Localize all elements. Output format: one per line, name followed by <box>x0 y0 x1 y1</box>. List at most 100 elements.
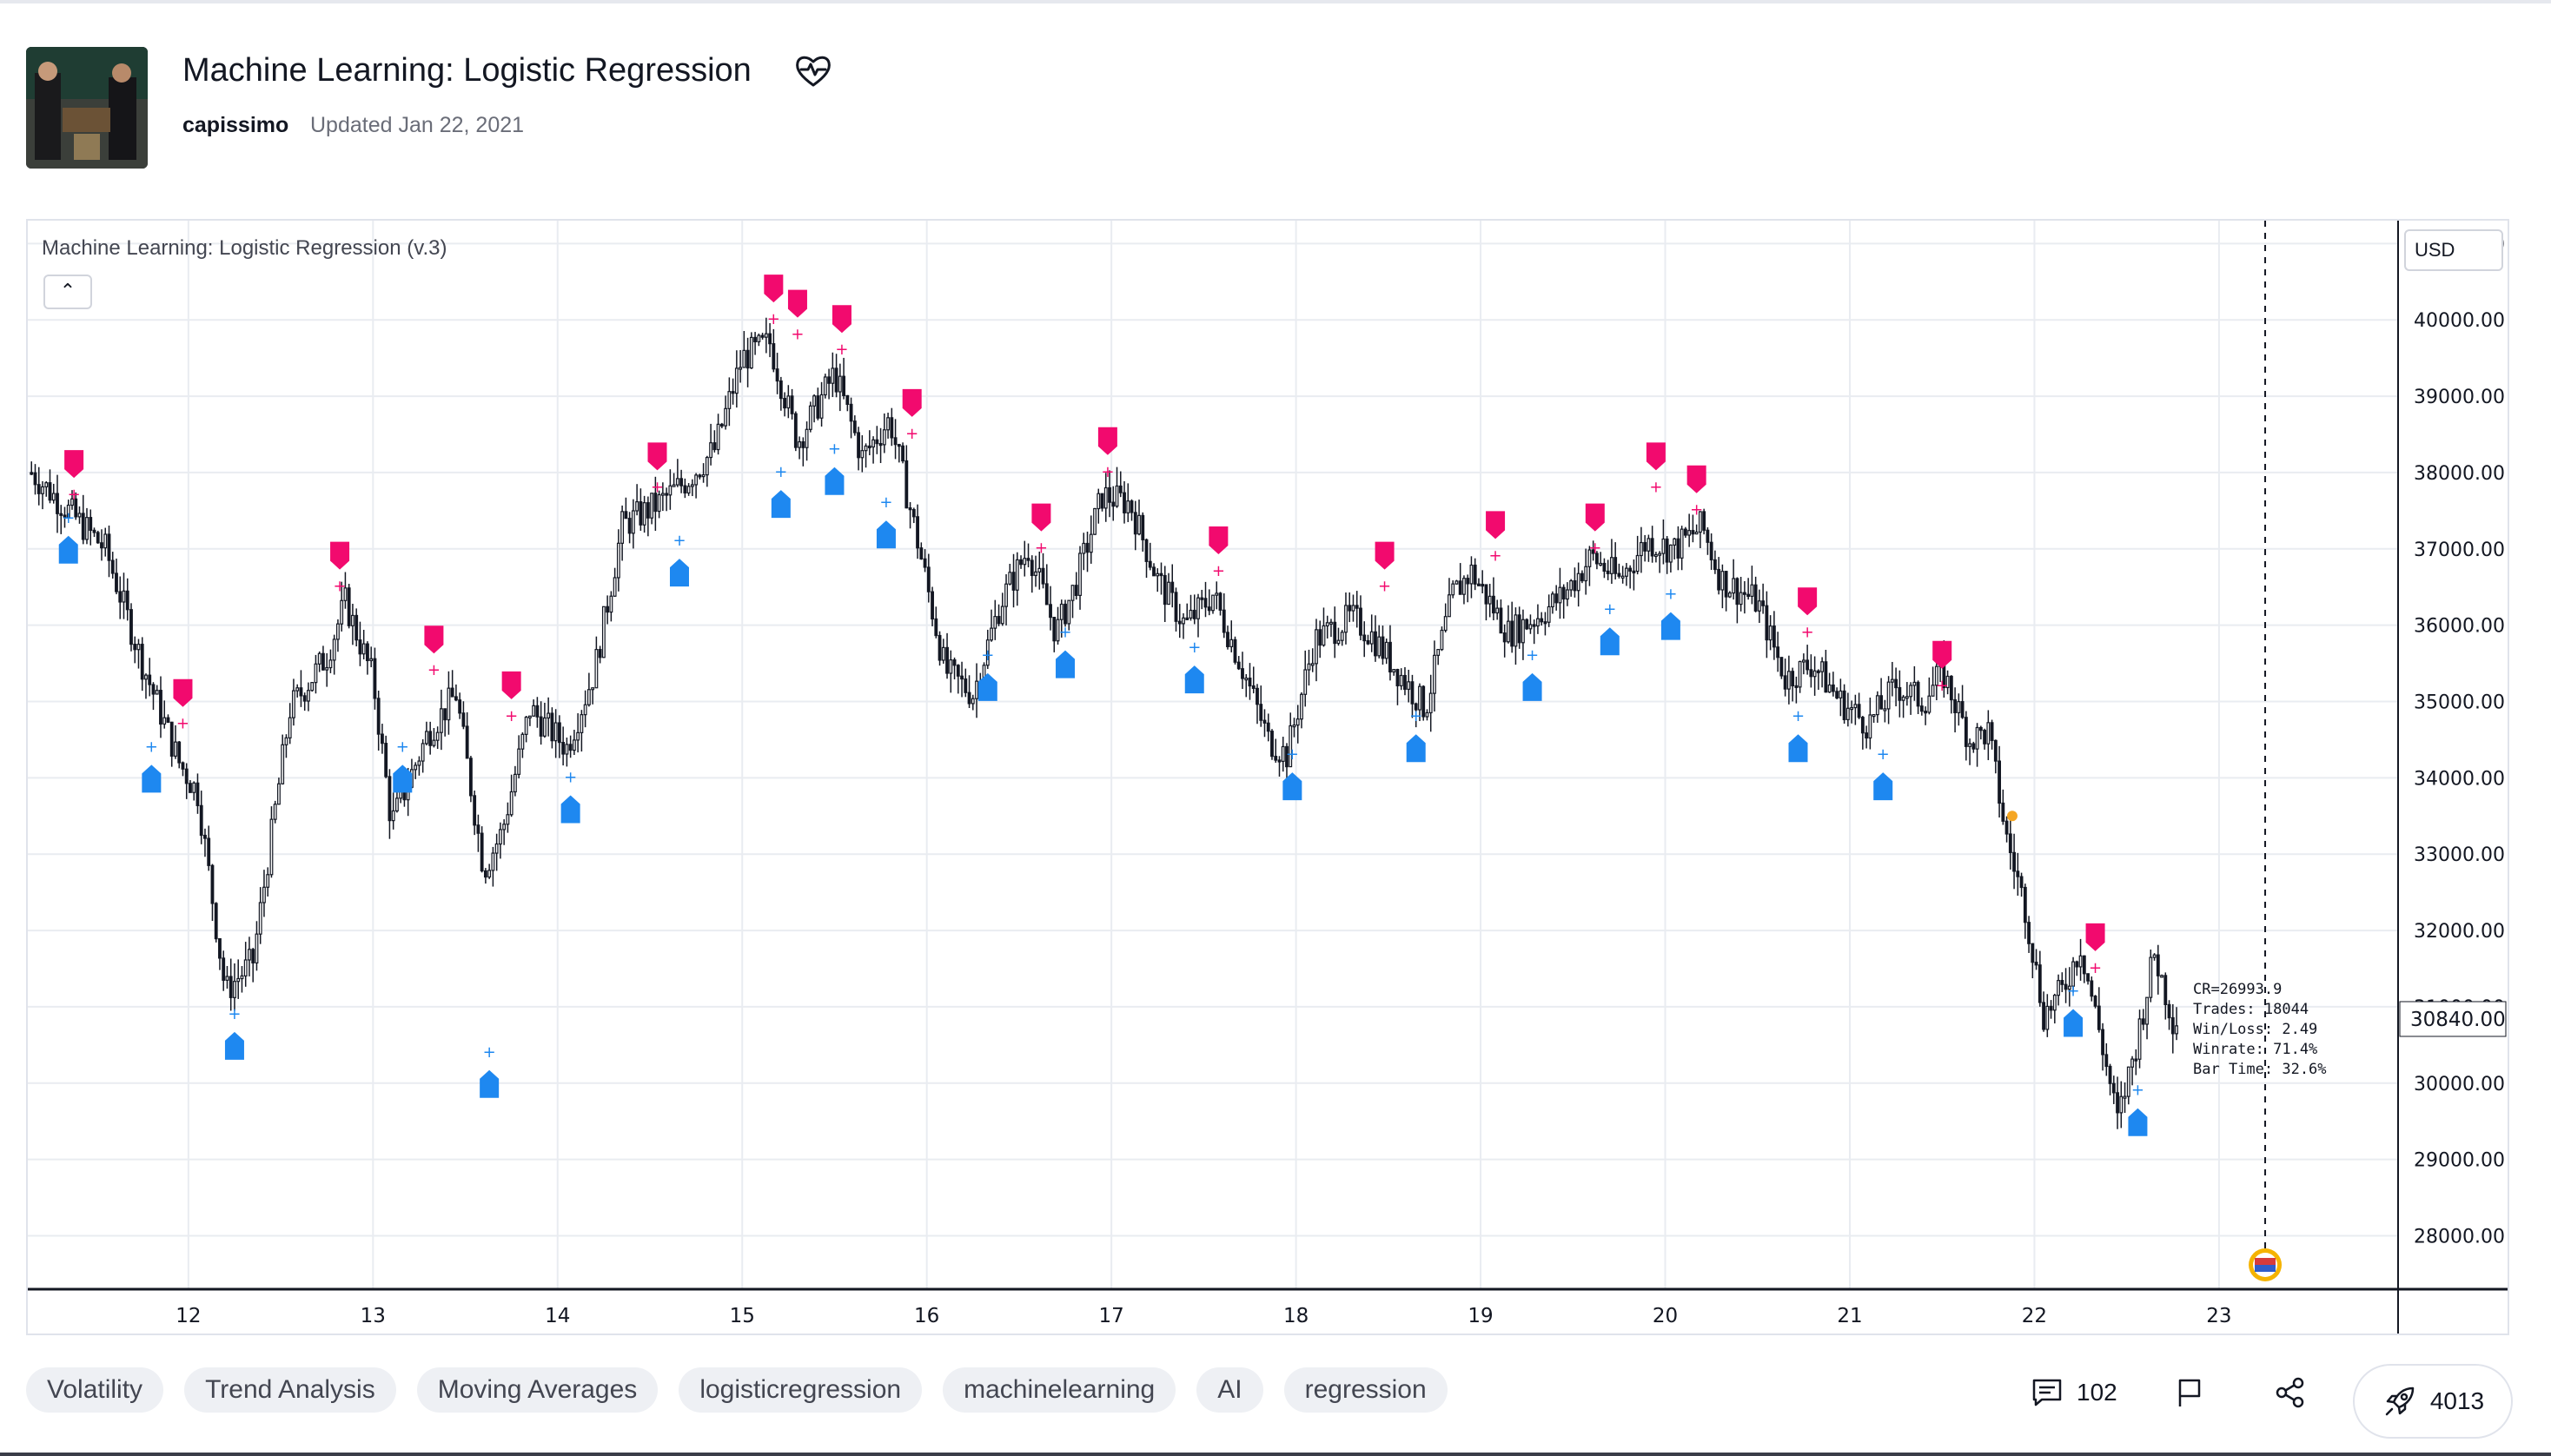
collapse-button[interactable]: ⌃ <box>43 275 92 309</box>
author-name[interactable]: capissimo <box>182 113 289 137</box>
candle-up <box>1315 629 1318 665</box>
candle-up <box>1536 618 1540 627</box>
candle-down <box>1865 732 1869 739</box>
candle-up <box>439 708 443 733</box>
share-button[interactable] <box>2273 1371 2308 1414</box>
candle-up <box>2137 1018 2142 1060</box>
candle-up <box>1798 660 1802 688</box>
candle-down <box>96 532 100 544</box>
comments-button[interactable]: 102 <box>2030 1371 2117 1414</box>
candle-up <box>1023 558 1027 566</box>
buy-signal-marker <box>825 467 845 495</box>
price-chart[interactable]: + + + + + + + + + + + + + + + + + + + + + + + + + + + + + + + + + + + + + + + +… <box>26 219 2509 1335</box>
candle-up <box>44 482 49 487</box>
candle-up <box>1912 681 1917 686</box>
candle-up <box>1850 706 1854 711</box>
candle-up <box>642 502 646 526</box>
sell-cross-marker: + <box>791 326 804 344</box>
candle-down <box>842 375 845 397</box>
candle-down <box>302 695 307 702</box>
candle-down <box>1333 621 1337 645</box>
candle-down <box>867 445 871 449</box>
candle-down <box>2134 1058 2138 1062</box>
candle-up <box>414 764 418 771</box>
candle-down <box>956 665 960 677</box>
candle-up <box>838 375 842 393</box>
updated-date: Updated Jan 22, 2021 <box>310 113 525 137</box>
sell-signal-marker <box>64 450 84 479</box>
candle-up <box>66 504 70 518</box>
candle-down <box>2012 851 2016 872</box>
candle-up <box>2045 1005 2050 1030</box>
candle-up <box>1244 678 1249 681</box>
candle-up <box>1890 678 1894 683</box>
top-border <box>0 0 2551 3</box>
candle-up <box>2071 961 2075 987</box>
currency-selector[interactable]: USD <box>2404 229 2503 271</box>
tag-machinelearning[interactable]: machinelearning <box>943 1367 1176 1413</box>
candle-down <box>1983 730 1987 745</box>
candle-down <box>2031 943 2035 963</box>
candle-down <box>683 485 687 494</box>
candle-down <box>1683 528 1687 536</box>
boost-button[interactable]: 4013 <box>2353 1364 2513 1439</box>
candle-up <box>2145 996 2149 1025</box>
candle-up <box>1658 553 1662 556</box>
tag-regression[interactable]: regression <box>1283 1367 1448 1413</box>
price-tick-label: 32000.00 <box>2414 921 2505 943</box>
candle-down <box>1779 657 1784 677</box>
price-tick-label: 36000.00 <box>2414 616 2505 638</box>
candle-down <box>1949 675 1953 701</box>
candle-down <box>476 824 480 834</box>
buy-cross-marker: + <box>828 440 841 459</box>
buy-cross-marker: + <box>673 532 686 550</box>
candle-up <box>1750 584 1754 598</box>
candle-down <box>473 795 477 826</box>
sell-cross-marker: + <box>1936 677 1949 695</box>
sell-cross-marker: + <box>1212 562 1225 580</box>
heart-pulse-icon[interactable] <box>792 50 834 92</box>
candle-up <box>262 886 266 903</box>
price-tick-label: 30000.00 <box>2414 1074 2505 1095</box>
tag-volatility[interactable]: Volatility <box>26 1367 164 1413</box>
candle-up <box>1739 592 1743 606</box>
tag-moving-averages[interactable]: Moving Averages <box>416 1367 659 1413</box>
candle-down <box>1403 674 1407 691</box>
candle-up <box>1469 564 1474 585</box>
candle-down <box>2037 964 2042 1003</box>
buy-cross-marker: + <box>1664 586 1677 604</box>
candle-up <box>281 744 285 784</box>
stat-winrate: Winrate: 71.4% <box>2193 1041 2318 1058</box>
candle-up <box>805 428 809 448</box>
tag-ai[interactable]: AI <box>1196 1367 1263 1413</box>
candle-down <box>1477 583 1481 586</box>
time-tick-label: 14 <box>545 1305 570 1327</box>
candle-down <box>923 558 927 568</box>
candle-up <box>174 741 177 757</box>
candle-up <box>1440 629 1444 651</box>
sell-signal-marker <box>902 388 922 417</box>
candle-down <box>911 509 916 518</box>
candle-up <box>1820 661 1825 672</box>
candle-up <box>949 659 953 674</box>
candle-down <box>2090 980 2094 997</box>
candle-down <box>1019 559 1023 566</box>
candle-down <box>561 741 566 755</box>
candle-down <box>347 587 351 626</box>
candle-up <box>1392 669 1396 673</box>
candle-down <box>1525 619 1529 630</box>
candle-down <box>1916 681 1920 707</box>
candle-down <box>1990 722 1994 741</box>
candle-down <box>203 834 207 839</box>
report-button[interactable] <box>2172 1371 2207 1414</box>
candle-up <box>1694 531 1699 535</box>
tag-trend-analysis[interactable]: Trend Analysis <box>184 1367 396 1413</box>
sell-signal-marker <box>1031 503 1051 532</box>
candle-down <box>893 437 898 446</box>
candle-down <box>712 442 717 451</box>
candle-up <box>1037 567 1042 572</box>
author-thumbnail[interactable] <box>26 47 148 169</box>
candle-down <box>2141 1018 2145 1025</box>
candle-up <box>1097 493 1101 510</box>
tag-logisticregression[interactable]: logisticregression <box>679 1367 923 1413</box>
